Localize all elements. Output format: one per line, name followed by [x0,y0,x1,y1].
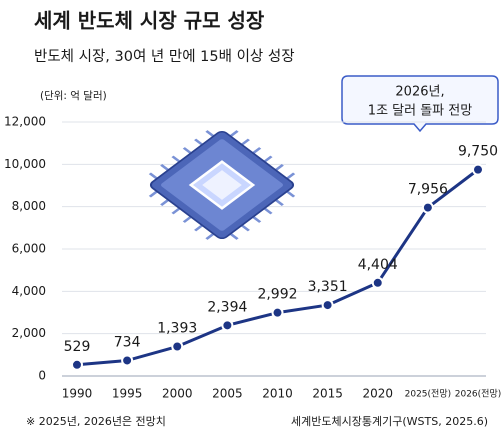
value-label: 529 [64,339,91,355]
value-label: 4,404 [358,257,398,273]
chip-illustration [148,130,296,240]
value-label: 3,351 [308,279,348,295]
y-tick-label: 0 [38,369,46,383]
y-tick-label: 4,000 [12,284,46,298]
y-tick-label: 10,000 [4,157,46,171]
value-label: 7,956 [408,182,448,198]
chart-title: 세계 반도체 시장 규모 성장 [34,9,265,33]
value-label: 2,992 [257,287,297,303]
x-tick-label: 2015 [312,387,343,401]
x-tick-label: 2005 [212,387,243,401]
callout-box [341,75,499,133]
y-tick-label: 2,000 [12,326,46,340]
x-tick-label: 1990 [62,387,93,401]
x-tick-label: 2010 [262,387,293,401]
footnote: ※ 2025년, 2026년은 전망치 [26,415,166,428]
value-label: 9,750 [458,144,498,160]
chart-subtitle: 반도체 시장, 30여 년 만에 15배 이상 성장 [34,48,295,65]
source: 세계반도체시장통계기구(WSTS, 2025.6) [291,415,488,428]
data-point [321,299,334,312]
data-point [271,306,284,319]
value-label: 2,394 [207,299,247,315]
y-tick-label: 6,000 [12,242,46,256]
x-tick-label: 2026(전망) [455,389,502,400]
data-point [171,340,184,353]
data-point [371,276,384,289]
callout: 2026년, 1조 달러 돌파 전망 [341,75,499,133]
x-tick-label: 2025(전망) [405,389,452,400]
y-tick-label: 12,000 [4,115,46,129]
unit-label: (단위: 억 달러) [40,89,107,102]
y-tick-label: 8,000 [12,199,46,213]
data-point [221,319,234,332]
value-label: 1,393 [157,321,197,337]
data-point [421,201,434,214]
x-tick-label: 1995 [112,387,143,401]
data-point [472,163,484,176]
value-label: 734 [114,334,141,350]
data-point [71,358,83,371]
callout-line: 1조 달러 돌파 전망 [368,104,472,119]
data-point [121,354,134,367]
x-tick-label: 2020 [362,387,393,401]
callout-line: 2026년, [395,85,444,100]
x-tick-label: 2000 [162,387,193,401]
